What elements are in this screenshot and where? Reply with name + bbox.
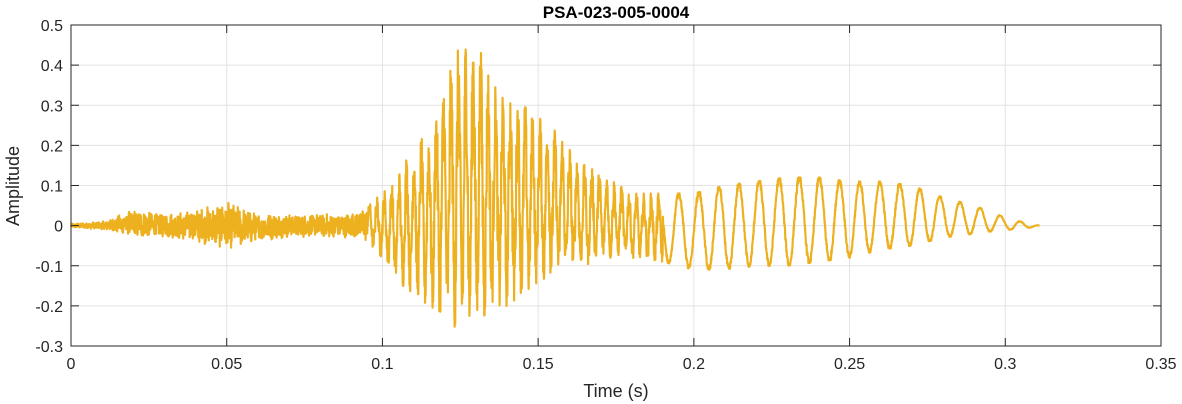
- plot-area: [69, 48, 1041, 328]
- x-tick-label: 0.1: [371, 356, 393, 373]
- x-tick-label: 0.25: [834, 356, 865, 373]
- y-axis: -0.3 -0.2 -0.1 0 0.1 0.2 0.3 0.4 0.5: [35, 18, 1161, 356]
- y-tick-label: 0.4: [41, 58, 63, 75]
- y-tick-label: -0.3: [35, 339, 63, 356]
- chart-title: PSA-023-005-0004: [543, 3, 690, 22]
- y-tick-label: -0.2: [35, 299, 63, 316]
- y-axis-label: Amplitude: [3, 146, 23, 226]
- y-tick-label: 0.1: [41, 179, 63, 196]
- x-tick-label: 0: [67, 356, 76, 373]
- grid: [71, 25, 1161, 346]
- y-tick-label: 0.5: [41, 18, 63, 35]
- x-axis-label: Time (s): [583, 381, 648, 401]
- x-tick-label: 0.35: [1145, 356, 1176, 373]
- y-tick-label: 0.2: [41, 138, 63, 155]
- x-tick-label: 0.05: [211, 356, 242, 373]
- x-tick-label: 0.2: [683, 356, 705, 373]
- y-tick-label: 0.3: [41, 98, 63, 115]
- x-tick-label: 0.3: [994, 356, 1016, 373]
- waveform-line: [69, 48, 1041, 328]
- x-axis: 0 0.05 0.1 0.15 0.2 0.25 0.3 0.35: [67, 25, 1177, 373]
- y-tick-label: -0.1: [35, 259, 63, 276]
- y-tick-label: 0: [54, 219, 63, 236]
- x-tick-label: 0.15: [523, 356, 554, 373]
